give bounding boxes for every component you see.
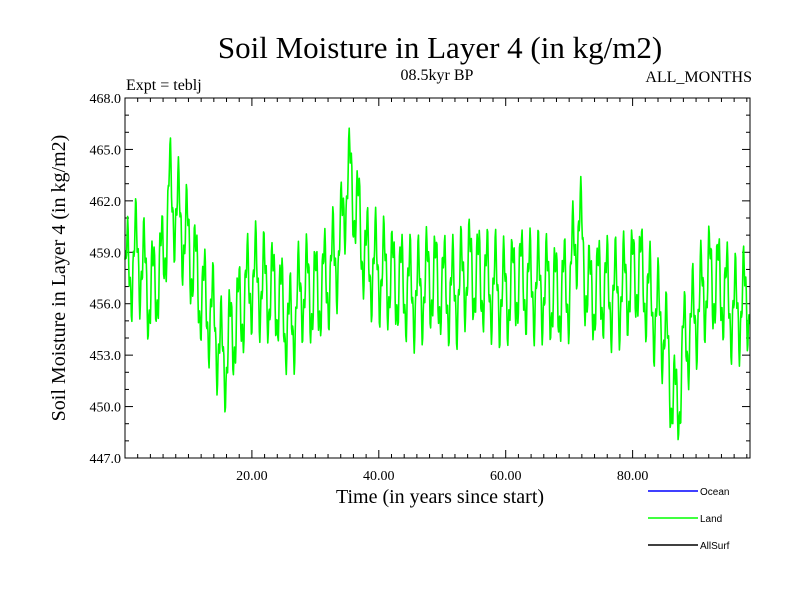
- legend-label-ocean: Ocean: [700, 487, 729, 498]
- y-tick-label: 462.0: [90, 195, 122, 210]
- y-tick-label: 465.0: [90, 143, 122, 158]
- legend-label-land: Land: [700, 514, 722, 525]
- chart-title: Soil Moisture in Layer 4 (in kg/m2): [218, 30, 662, 65]
- y-tick-label: 450.0: [90, 401, 122, 416]
- land-series-line: [124, 127, 751, 441]
- x-tick-label: 20.00: [236, 469, 268, 484]
- x-tick-label: 60.00: [490, 469, 522, 484]
- x-axis-label: Time (in years since start): [336, 486, 544, 508]
- months-label: ALL_MONTHS: [645, 69, 752, 86]
- y-tick-label: 459.0: [90, 246, 122, 261]
- experiment-label: Expt = teblj: [126, 77, 202, 94]
- x-tick-label: 80.00: [617, 469, 649, 484]
- plot-frame: [124, 97, 751, 459]
- y-axis-label: Soil Moisture in Layer 4 (in kg/m2): [48, 135, 70, 422]
- chart-subtitle: 08.5kyr BP: [401, 67, 474, 84]
- legend: Ocean Land AllSurf: [648, 487, 730, 552]
- legend-label-allsurf: AllSurf: [700, 541, 730, 552]
- y-tick-label: 456.0: [90, 298, 122, 313]
- x-axis: 20.00 40.00 60.00 80.00: [137, 98, 748, 484]
- y-tick-label: 468.0: [90, 92, 122, 107]
- y-tick-label: 453.0: [90, 349, 122, 364]
- y-tick-label: 447.0: [90, 452, 122, 467]
- x-tick-label: 40.00: [363, 469, 395, 484]
